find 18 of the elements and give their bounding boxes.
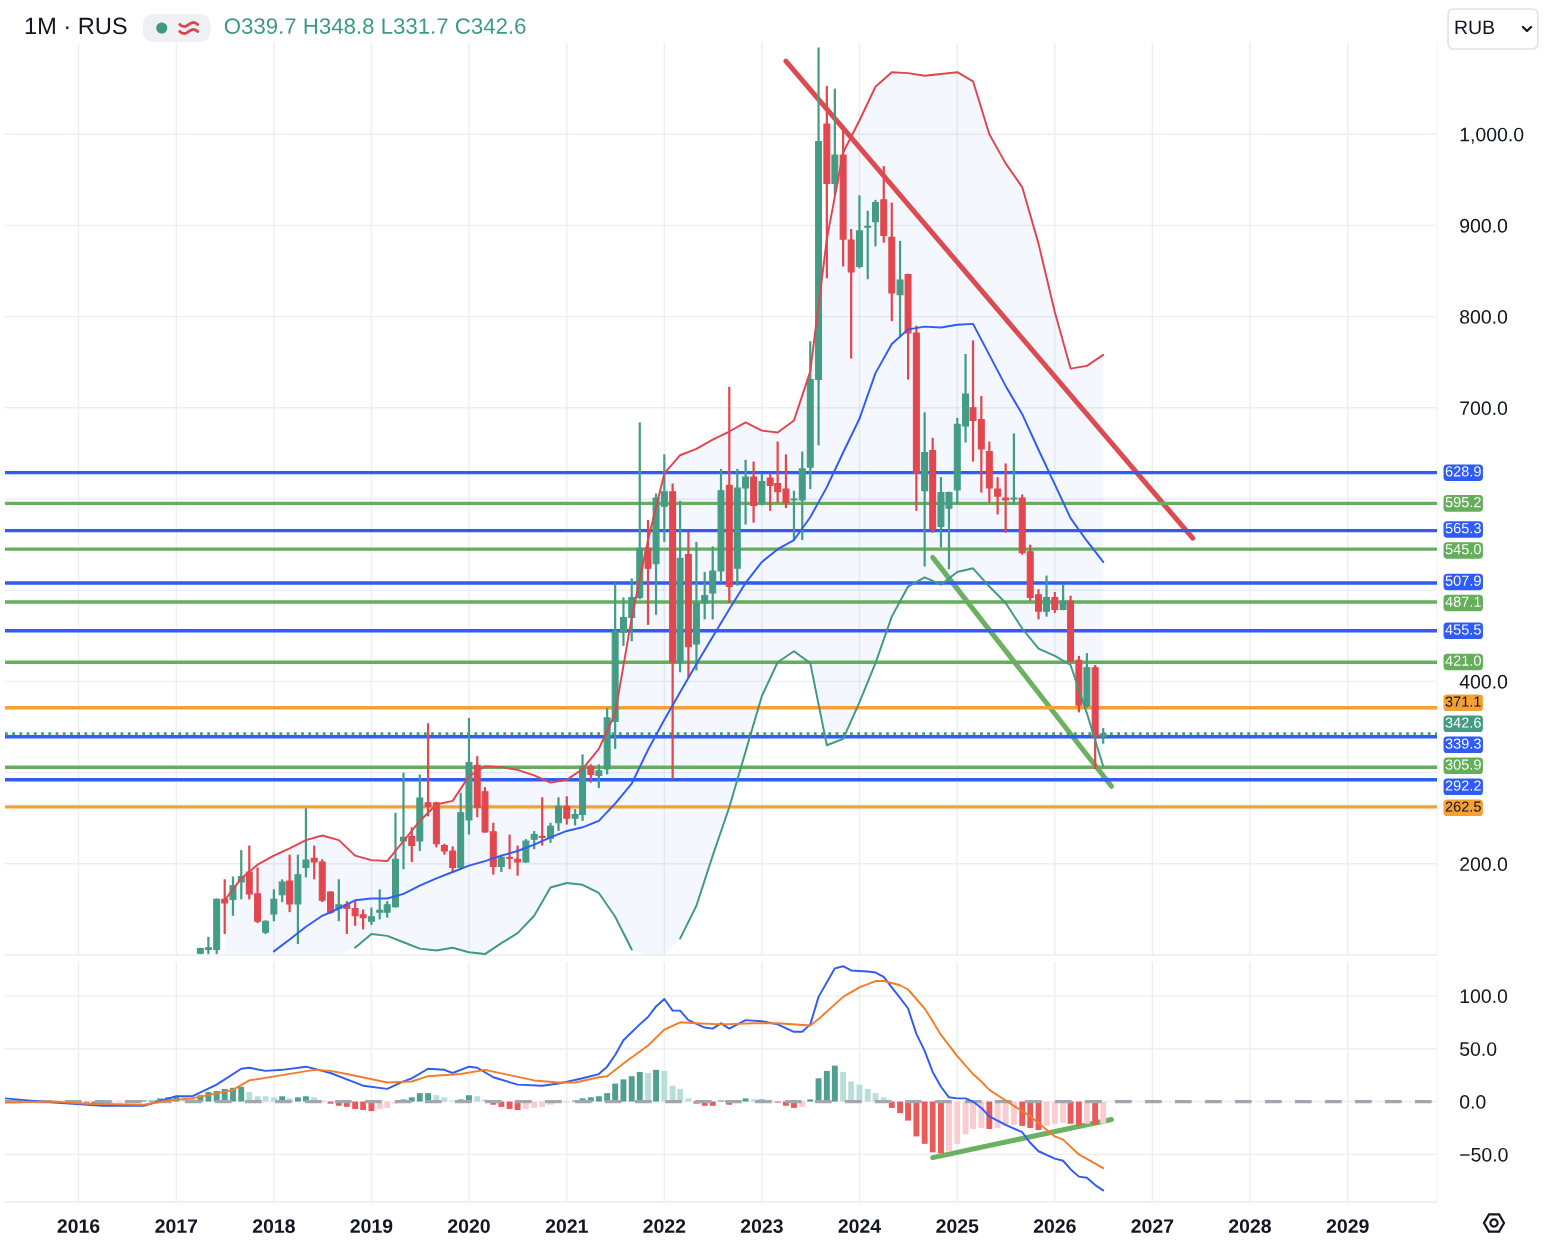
x-tick-label: 2017 — [155, 1219, 198, 1233]
x-tick-label: 2025 — [936, 1219, 979, 1233]
x-tick-label: 2028 — [1228, 1219, 1271, 1233]
y-tick-label: −50.0 — [1460, 1147, 1508, 1162]
x-tick-label: 2023 — [740, 1219, 783, 1233]
y-tick-label: 0.0 — [1459, 1095, 1486, 1109]
y-tick-label: 50.0 — [1460, 1042, 1497, 1056]
x-tick-label: 2024 — [838, 1219, 881, 1233]
y-tick-label: 100.0 — [1460, 989, 1508, 1004]
x-tick-label: 2020 — [448, 1219, 490, 1233]
x-tick-label: 2022 — [643, 1219, 686, 1233]
x-tick-label: 2016 — [57, 1219, 100, 1233]
x-tick-label: 2018 — [252, 1219, 295, 1233]
x-tick-label: 2021 — [545, 1219, 588, 1233]
x-tick-label: 2026 — [1033, 1219, 1076, 1233]
x-tick-label: 2019 — [350, 1219, 393, 1233]
x-tick-label: 2029 — [1326, 1219, 1369, 1233]
x-tick-label: 2027 — [1131, 1219, 1174, 1233]
